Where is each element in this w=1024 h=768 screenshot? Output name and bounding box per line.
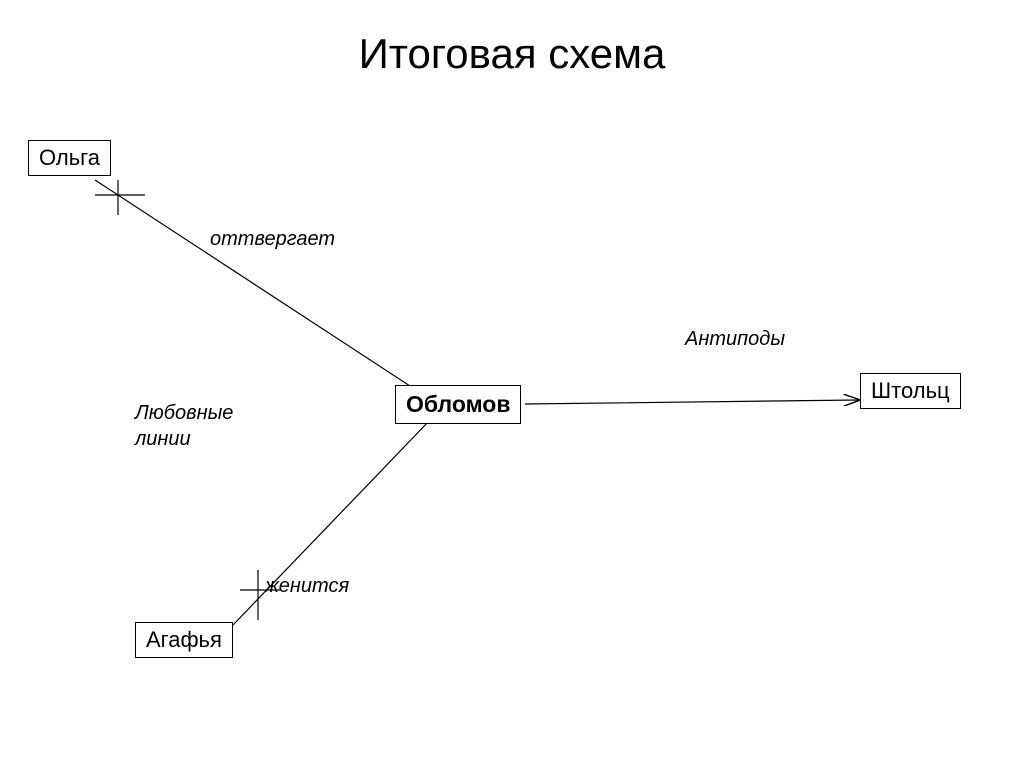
node-olga: Ольга: [28, 140, 111, 176]
node-stolz: Штольц: [860, 373, 961, 409]
diagram-title: Итоговая схема: [359, 30, 666, 78]
edge-label-rejects: оттвергает: [210, 228, 335, 251]
edge-label-antipodes: Антиподы: [685, 328, 785, 351]
group-label-line1: Любовные: [135, 402, 233, 424]
group-label-love-lines: Любовные линии: [135, 400, 233, 452]
node-agafya: Агафья: [135, 622, 233, 658]
group-label-line2: линии: [135, 428, 191, 450]
edge-label-marries: женится: [265, 575, 349, 598]
node-oblomov: Обломов: [395, 385, 521, 424]
